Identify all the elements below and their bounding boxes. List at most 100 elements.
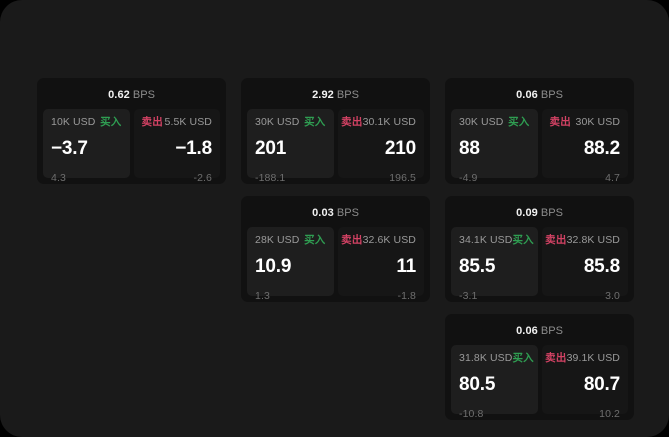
card-sides: 30K USD 买入 88 -4.9 30K USD 卖出 88.2 4.7 xyxy=(451,109,628,183)
buy-size-label: 10K USD xyxy=(51,116,96,128)
sell-size-label: 32.8K USD xyxy=(566,234,620,246)
sell-action-tag[interactable]: 卖出 xyxy=(341,116,363,128)
buy-action-tag[interactable]: 买入 xyxy=(508,116,530,128)
side-top-row: 5.5K USD 卖出 xyxy=(142,117,213,129)
spread-card[interactable]: 0.06 BPS 30K USD 买入 88 -4.9 30K USD 卖出 88.2 4.7 xyxy=(445,78,634,184)
sell-price-value: 210 xyxy=(384,138,416,159)
sell-side-panel[interactable]: 39.1K USD 卖出 80.7 10.2 xyxy=(541,345,628,419)
buy-side-panel[interactable]: 34.1K USD 买入 85.5 -3.1 xyxy=(451,227,538,301)
bps-unit-label: BPS xyxy=(336,89,359,101)
card-bps-header: 0.03 BPS xyxy=(247,202,424,227)
buy-action-tag[interactable]: 买入 xyxy=(512,352,534,364)
sell-side-panel[interactable]: 32.6K USD 卖出 11 -1.8 xyxy=(337,227,424,301)
quote-board-grid: 0.62 BPS 10K USD 买入 −3.7 4.3 5.5K USD 卖出 −1.8 -2.… xyxy=(37,78,634,420)
sell-delta-value: 196.5 xyxy=(389,172,416,184)
delta-row: -4.9 xyxy=(459,169,530,185)
delta-row: 1.3 xyxy=(255,287,326,303)
buy-action-tag[interactable]: 买入 xyxy=(512,234,534,246)
buy-size-label: 30K USD xyxy=(459,116,504,128)
sell-side-panel[interactable]: 30.1K USD 卖出 210 196.5 xyxy=(337,109,424,183)
price-row: −3.7 xyxy=(51,139,122,158)
delta-row: -10.8 xyxy=(459,405,530,421)
buy-side-panel[interactable]: 28K USD 买入 10.9 1.3 xyxy=(247,227,334,301)
bps-unit-label: BPS xyxy=(540,89,563,101)
sell-action-tag[interactable]: 卖出 xyxy=(545,352,567,364)
card-sides: 34.1K USD 买入 85.5 -3.1 32.8K USD 卖出 85.8 3.0 xyxy=(451,227,628,301)
board-column: 0.62 BPS 10K USD 买入 −3.7 4.3 5.5K USD 卖出 −1.8 -2.… xyxy=(37,78,226,420)
price-row: 85.5 xyxy=(459,257,530,276)
buy-side-panel[interactable]: 30K USD 买入 201 -188.1 xyxy=(247,109,334,183)
bps-unit-label: BPS xyxy=(132,89,155,101)
buy-side-panel[interactable]: 30K USD 买入 88 -4.9 xyxy=(451,109,538,183)
card-bps-header: 2.92 BPS xyxy=(247,84,424,109)
card-bps-header: 0.06 BPS xyxy=(451,320,628,345)
card-sides: 30K USD 买入 201 -188.1 30.1K USD 卖出 210 196.5 xyxy=(247,109,424,183)
sell-delta-value: 4.7 xyxy=(605,172,620,184)
price-row: 201 xyxy=(255,139,326,158)
side-top-row: 32.6K USD 卖出 xyxy=(341,234,417,247)
bps-value: 0.62 xyxy=(108,89,130,101)
sell-side-panel[interactable]: 30K USD 卖出 88.2 4.7 xyxy=(541,109,628,183)
buy-price-value: 10.9 xyxy=(255,256,292,277)
sell-price-value: 85.8 xyxy=(583,256,620,277)
sell-action-tag[interactable]: 卖出 xyxy=(545,234,567,246)
buy-size-label: 30K USD xyxy=(255,116,300,128)
delta-row: 4.7 xyxy=(550,169,621,185)
card-bps-header: 0.09 BPS xyxy=(451,202,628,227)
delta-row: -2.6 xyxy=(142,169,213,185)
sell-side-panel[interactable]: 32.8K USD 卖出 85.8 3.0 xyxy=(541,227,628,301)
sell-size-label: 32.6K USD xyxy=(362,234,416,246)
delta-row: -1.8 xyxy=(346,287,417,303)
bps-value: 0.03 xyxy=(312,207,334,219)
price-row: 88 xyxy=(459,139,530,158)
buy-side-panel[interactable]: 10K USD 买入 −3.7 4.3 xyxy=(43,109,130,183)
bps-unit-label: BPS xyxy=(336,207,359,219)
spread-card[interactable]: 0.09 BPS 34.1K USD 买入 85.5 -3.1 32.8K USD 卖出 85.… xyxy=(445,196,634,302)
delta-row: -188.1 xyxy=(255,169,326,185)
side-top-row: 32.8K USD 卖出 xyxy=(545,234,621,247)
sell-side-panel[interactable]: 5.5K USD 卖出 −1.8 -2.6 xyxy=(133,109,220,183)
buy-delta-value: 4.3 xyxy=(51,172,66,184)
buy-action-tag[interactable]: 买入 xyxy=(100,116,122,128)
sell-delta-value: 3.0 xyxy=(605,290,620,302)
sell-action-tag[interactable]: 卖出 xyxy=(141,116,163,128)
buy-action-tag[interactable]: 买入 xyxy=(304,116,326,128)
sell-delta-value: -2.6 xyxy=(193,172,212,184)
buy-price-value: 88 xyxy=(459,138,480,159)
buy-price-value: 85.5 xyxy=(459,256,496,277)
bps-value: 0.06 xyxy=(516,325,538,337)
buy-size-label: 31.8K USD xyxy=(459,352,513,364)
sell-size-label: 30K USD xyxy=(575,116,620,128)
sell-action-tag[interactable]: 卖出 xyxy=(341,234,363,246)
price-row: 88.2 xyxy=(550,138,620,159)
delta-row: -3.1 xyxy=(459,287,530,303)
side-top-row: 30K USD 买入 xyxy=(255,117,326,129)
price-row: 10.9 xyxy=(255,257,326,276)
spread-card[interactable]: 0.62 BPS 10K USD 买入 −3.7 4.3 5.5K USD 卖出 −1.8 -2.… xyxy=(37,78,226,184)
board-column: 2.92 BPS 30K USD 买入 201 -188.1 30.1K USD 卖出 210 1… xyxy=(241,78,430,420)
spread-card[interactable]: 2.92 BPS 30K USD 买入 201 -188.1 30.1K USD 卖出 210 1… xyxy=(241,78,430,184)
card-bps-header: 0.62 BPS xyxy=(43,84,220,109)
bps-value: 0.06 xyxy=(516,89,538,101)
spread-card[interactable]: 0.03 BPS 28K USD 买入 10.9 1.3 32.6K USD 卖出 11 -1.8 xyxy=(241,196,430,302)
sell-price-value: 80.7 xyxy=(583,374,620,395)
card-sides: 10K USD 买入 −3.7 4.3 5.5K USD 卖出 −1.8 -2.6 xyxy=(43,109,220,183)
sell-price-value: 88.2 xyxy=(583,138,620,159)
buy-side-panel[interactable]: 31.8K USD 买入 80.5 -10.8 xyxy=(451,345,538,419)
sell-action-tag[interactable]: 卖出 xyxy=(549,116,571,128)
side-top-row: 30K USD 卖出 xyxy=(550,117,621,129)
buy-delta-value: -188.1 xyxy=(255,172,286,184)
side-top-row: 10K USD 买入 xyxy=(51,117,122,129)
card-sides: 28K USD 买入 10.9 1.3 32.6K USD 卖出 11 -1.8 xyxy=(247,227,424,301)
buy-size-label: 34.1K USD xyxy=(459,234,513,246)
buy-action-tag[interactable]: 买入 xyxy=(304,234,326,246)
spread-card[interactable]: 0.06 BPS 31.8K USD 买入 80.5 -10.8 39.1K USD 卖出 80… xyxy=(445,314,634,420)
buy-delta-value: -4.9 xyxy=(459,172,478,184)
side-top-row: 28K USD 买入 xyxy=(255,235,326,247)
price-row: 80.5 xyxy=(459,375,530,394)
side-top-row: 30K USD 买入 xyxy=(459,117,530,129)
card-bps-header: 0.06 BPS xyxy=(451,84,628,109)
bps-unit-label: BPS xyxy=(540,207,563,219)
bps-unit-label: BPS xyxy=(540,325,563,337)
